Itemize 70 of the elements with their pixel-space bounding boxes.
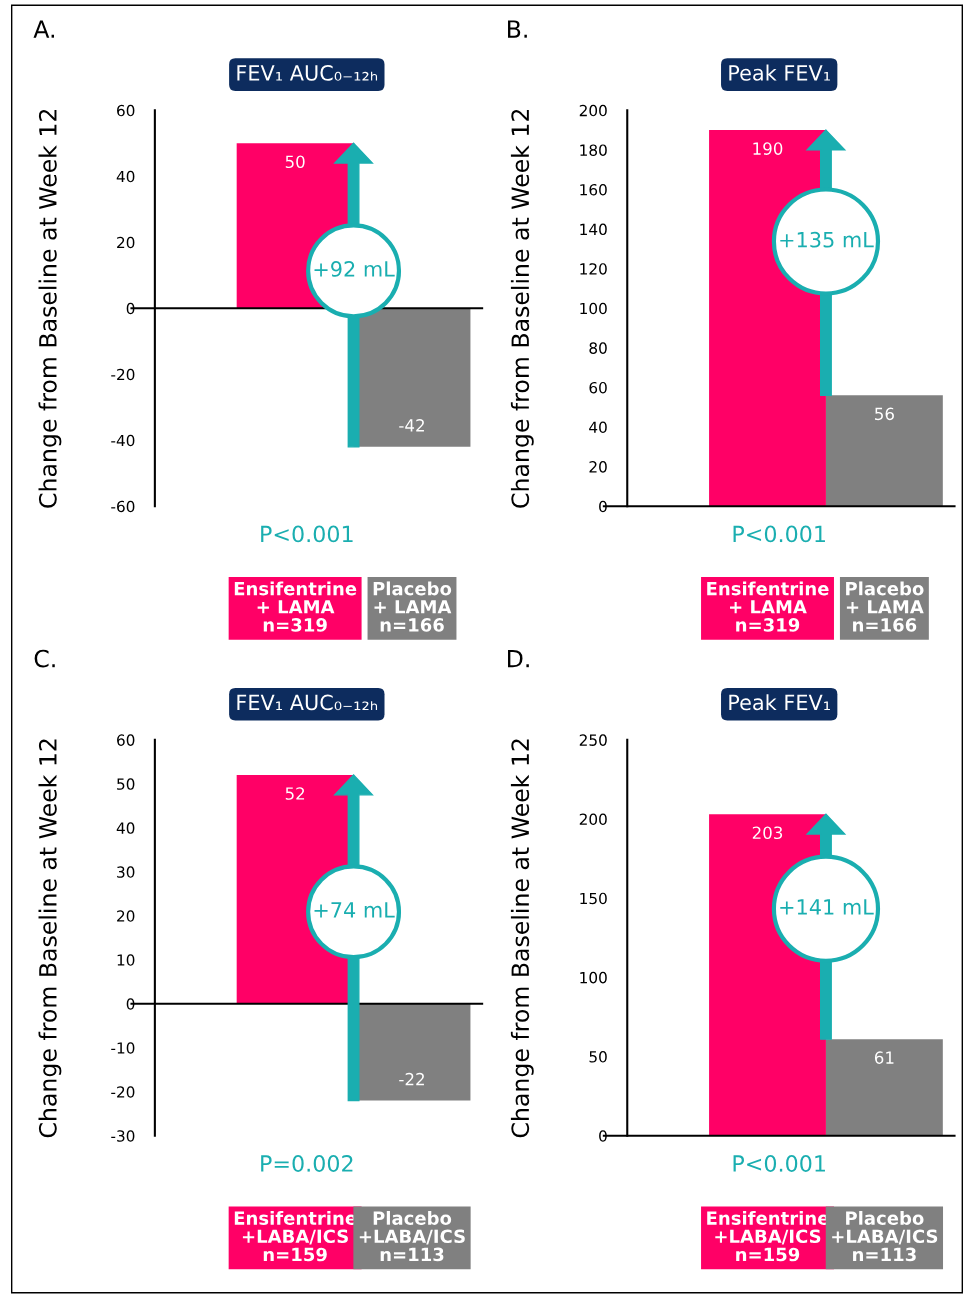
chart-title: Peak FEV₁	[729, 64, 830, 81]
y-axis-title: Change from Baseline at Week 12	[38, 109, 62, 508]
text: P<0.001	[733, 1155, 825, 1172]
y-tick-label: 120	[580, 263, 607, 275]
y-tick-label: 250	[579, 734, 607, 746]
data-label: 56	[875, 407, 894, 421]
y-tick-label: 150	[580, 892, 607, 905]
x-tick-label: Placebo +LABA/ICS n=113	[359, 1210, 465, 1262]
y-axis-title: Change from Baseline at Week 12	[510, 109, 534, 508]
data-label: 61	[874, 1051, 894, 1064]
annotation: +74 mL	[314, 902, 395, 918]
y-tick-label: 0	[599, 1130, 607, 1142]
y-tick-label: 50	[589, 1051, 607, 1063]
data-label: 52	[285, 787, 305, 800]
y-tick-label: 20	[117, 236, 135, 249]
y-tick-label: 200	[579, 104, 607, 117]
text: A.	[33, 20, 55, 38]
y-tick-label: -40	[111, 434, 135, 447]
x-tick-label: Ensifentrine +LABA/ICS n=159	[234, 1210, 357, 1262]
y-tick-label: 140	[580, 223, 607, 236]
x-tick-label: Ensifentrine + LAMA n=319	[707, 581, 829, 632]
y-tick-label: 40	[116, 822, 135, 834]
chart-title: FEV₁ AUC₀₋₁₂ₕ	[237, 694, 378, 711]
y-tick-label: 200	[579, 813, 607, 826]
y-tick-label: 20	[117, 910, 135, 922]
text: D.	[508, 649, 529, 668]
annotation: +135 mL	[780, 231, 874, 248]
y-tick-label: 60	[117, 734, 135, 746]
y-tick-label: 10	[117, 954, 135, 966]
y-tick-label: 60	[589, 381, 607, 394]
x-tick-label: Placebo +LABA/ICS n=113	[832, 1210, 938, 1262]
y-tick-label: 50	[117, 778, 135, 790]
y-tick-label: 100	[580, 971, 607, 984]
data-label: 50	[285, 155, 305, 169]
y-tick-label: -20	[111, 1086, 135, 1098]
annotation: +92 mL	[314, 261, 395, 277]
y-tick-label: 40	[116, 170, 135, 183]
text: P<0.001	[733, 525, 825, 543]
y-tick-label: -30	[111, 1130, 135, 1142]
y-tick-label: 60	[117, 104, 135, 117]
y-tick-label: 20	[589, 461, 607, 473]
y-tick-label: 180	[580, 144, 607, 156]
y-tick-label: 0	[126, 998, 135, 1010]
text: P<0.001	[261, 525, 353, 543]
x-tick-label: Placebo + LAMA n=166	[846, 581, 924, 632]
y-tick-label: -20	[111, 368, 135, 381]
y-tick-label: 80	[589, 342, 607, 354]
x-tick-label: Ensifentrine + LAMA n=319	[234, 581, 357, 632]
x-tick-label: Placebo + LAMA n=166	[373, 581, 452, 632]
data-label: 203	[752, 826, 783, 840]
y-axis-title: Change from Baseline at Week 12	[38, 739, 62, 1138]
data-label: -22	[399, 1072, 424, 1086]
y-tick-label: 0	[126, 302, 135, 315]
text: B.	[508, 20, 527, 38]
chart-title: FEV₁ AUC₀₋₁₂ₕ	[237, 64, 378, 81]
chart-title: Peak FEV₁	[729, 694, 830, 711]
data-label: -42	[399, 419, 424, 432]
x-tick-label: Ensifentrine +LABA/ICS n=159	[707, 1210, 829, 1262]
y-axis-title: Change from Baseline at Week 12	[510, 739, 534, 1138]
text: P=0.002	[261, 1155, 353, 1172]
y-tick-label: -60	[111, 500, 135, 513]
y-tick-label: 30	[117, 866, 135, 878]
annotation: +141 mL	[780, 899, 874, 915]
data-label: 190	[753, 142, 783, 155]
y-tick-label: -10	[111, 1042, 135, 1054]
y-tick-label: 100	[580, 302, 607, 315]
y-tick-label: 40	[589, 421, 607, 434]
y-tick-label: 160	[580, 183, 607, 196]
y-tick-label: 0	[599, 500, 607, 513]
text: C.	[34, 649, 55, 668]
